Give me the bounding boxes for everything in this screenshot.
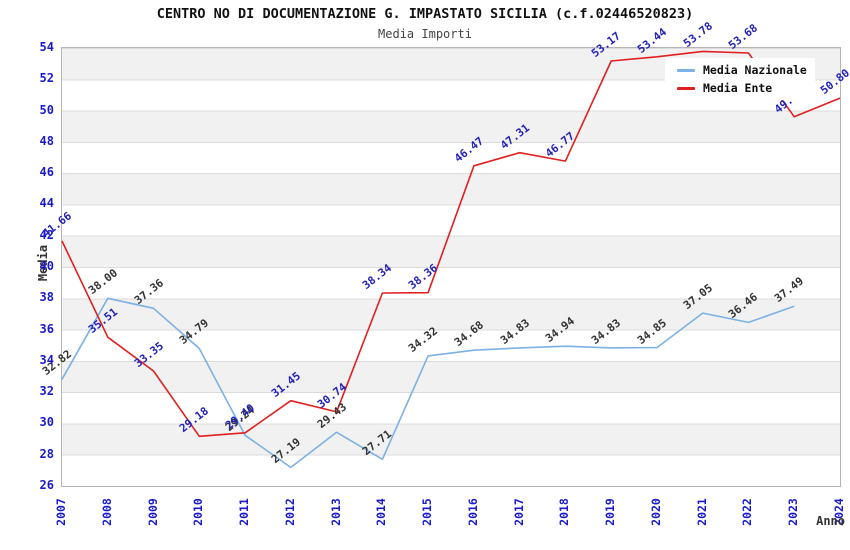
y-tick-label: 38 [39,290,54,305]
y-tick-label: 40 [39,259,54,273]
legend-label: Media Nazionale [703,63,807,77]
x-tick-label: 2019 [603,498,618,526]
x-tick-label: 2017 [511,498,526,526]
y-tick-label: 30 [39,415,54,430]
x-tick-label: 2011 [237,498,252,526]
x-tick-label: 2008 [99,498,114,526]
x-tick-label: 2018 [557,498,572,526]
chart-title: CENTRO NO DI DOCUMENTAZIONE G. IMPASTATO… [156,6,694,22]
x-tick-label: 2010 [191,498,206,526]
x-tick-label: 2009 [145,498,160,526]
y-tick-label: 28 [39,446,54,461]
legend-item-media-nazionale: Media Nazionale [677,63,815,77]
y-tick-label: 36 [39,321,54,336]
media-nazionale-swatch-icon [677,68,695,72]
legend-item-media-ente: Media Ente [677,81,815,95]
x-tick-label: 2007 [54,498,68,526]
x-tick-label: 2014 [374,498,389,526]
y-tick-label: 54 [39,40,54,54]
x-axis-title: Anno [816,514,845,528]
legend: Media Nazionale Media Ente [665,58,815,100]
x-tick-label: 2013 [328,498,343,526]
y-tick-label: 52 [39,71,54,86]
y-tick-label: 46 [39,165,54,180]
x-tick-label: 2016 [465,498,480,526]
media-ente-swatch-icon [677,86,695,90]
plot-area: 32.82 38.00 37.36 34.79 29.24 27.19 29.43 27.71… [40,20,850,487]
x-tick-label: 2021 [694,498,709,526]
y-tick-label: 42 [39,227,54,242]
y-tick-label: 50 [39,102,54,117]
y-tick-label: 26 [39,478,54,492]
y-tick-label: 48 [39,133,54,148]
chart-subtitle: Media Importi [378,27,472,41]
x-tick-label: 2022 [740,498,755,526]
x-tick-label: 2015 [420,498,435,526]
legend-label: Media Ente [703,81,773,95]
line-series-canvas [61,48,841,486]
y-tick-label: 32 [39,384,54,399]
x-tick-label: 2020 [648,498,663,526]
y-tick-label: 44 [39,196,54,211]
x-tick-label: 2023 [786,498,801,526]
y-tick-label: 34 [39,352,54,367]
x-tick-label: 2012 [282,498,297,526]
